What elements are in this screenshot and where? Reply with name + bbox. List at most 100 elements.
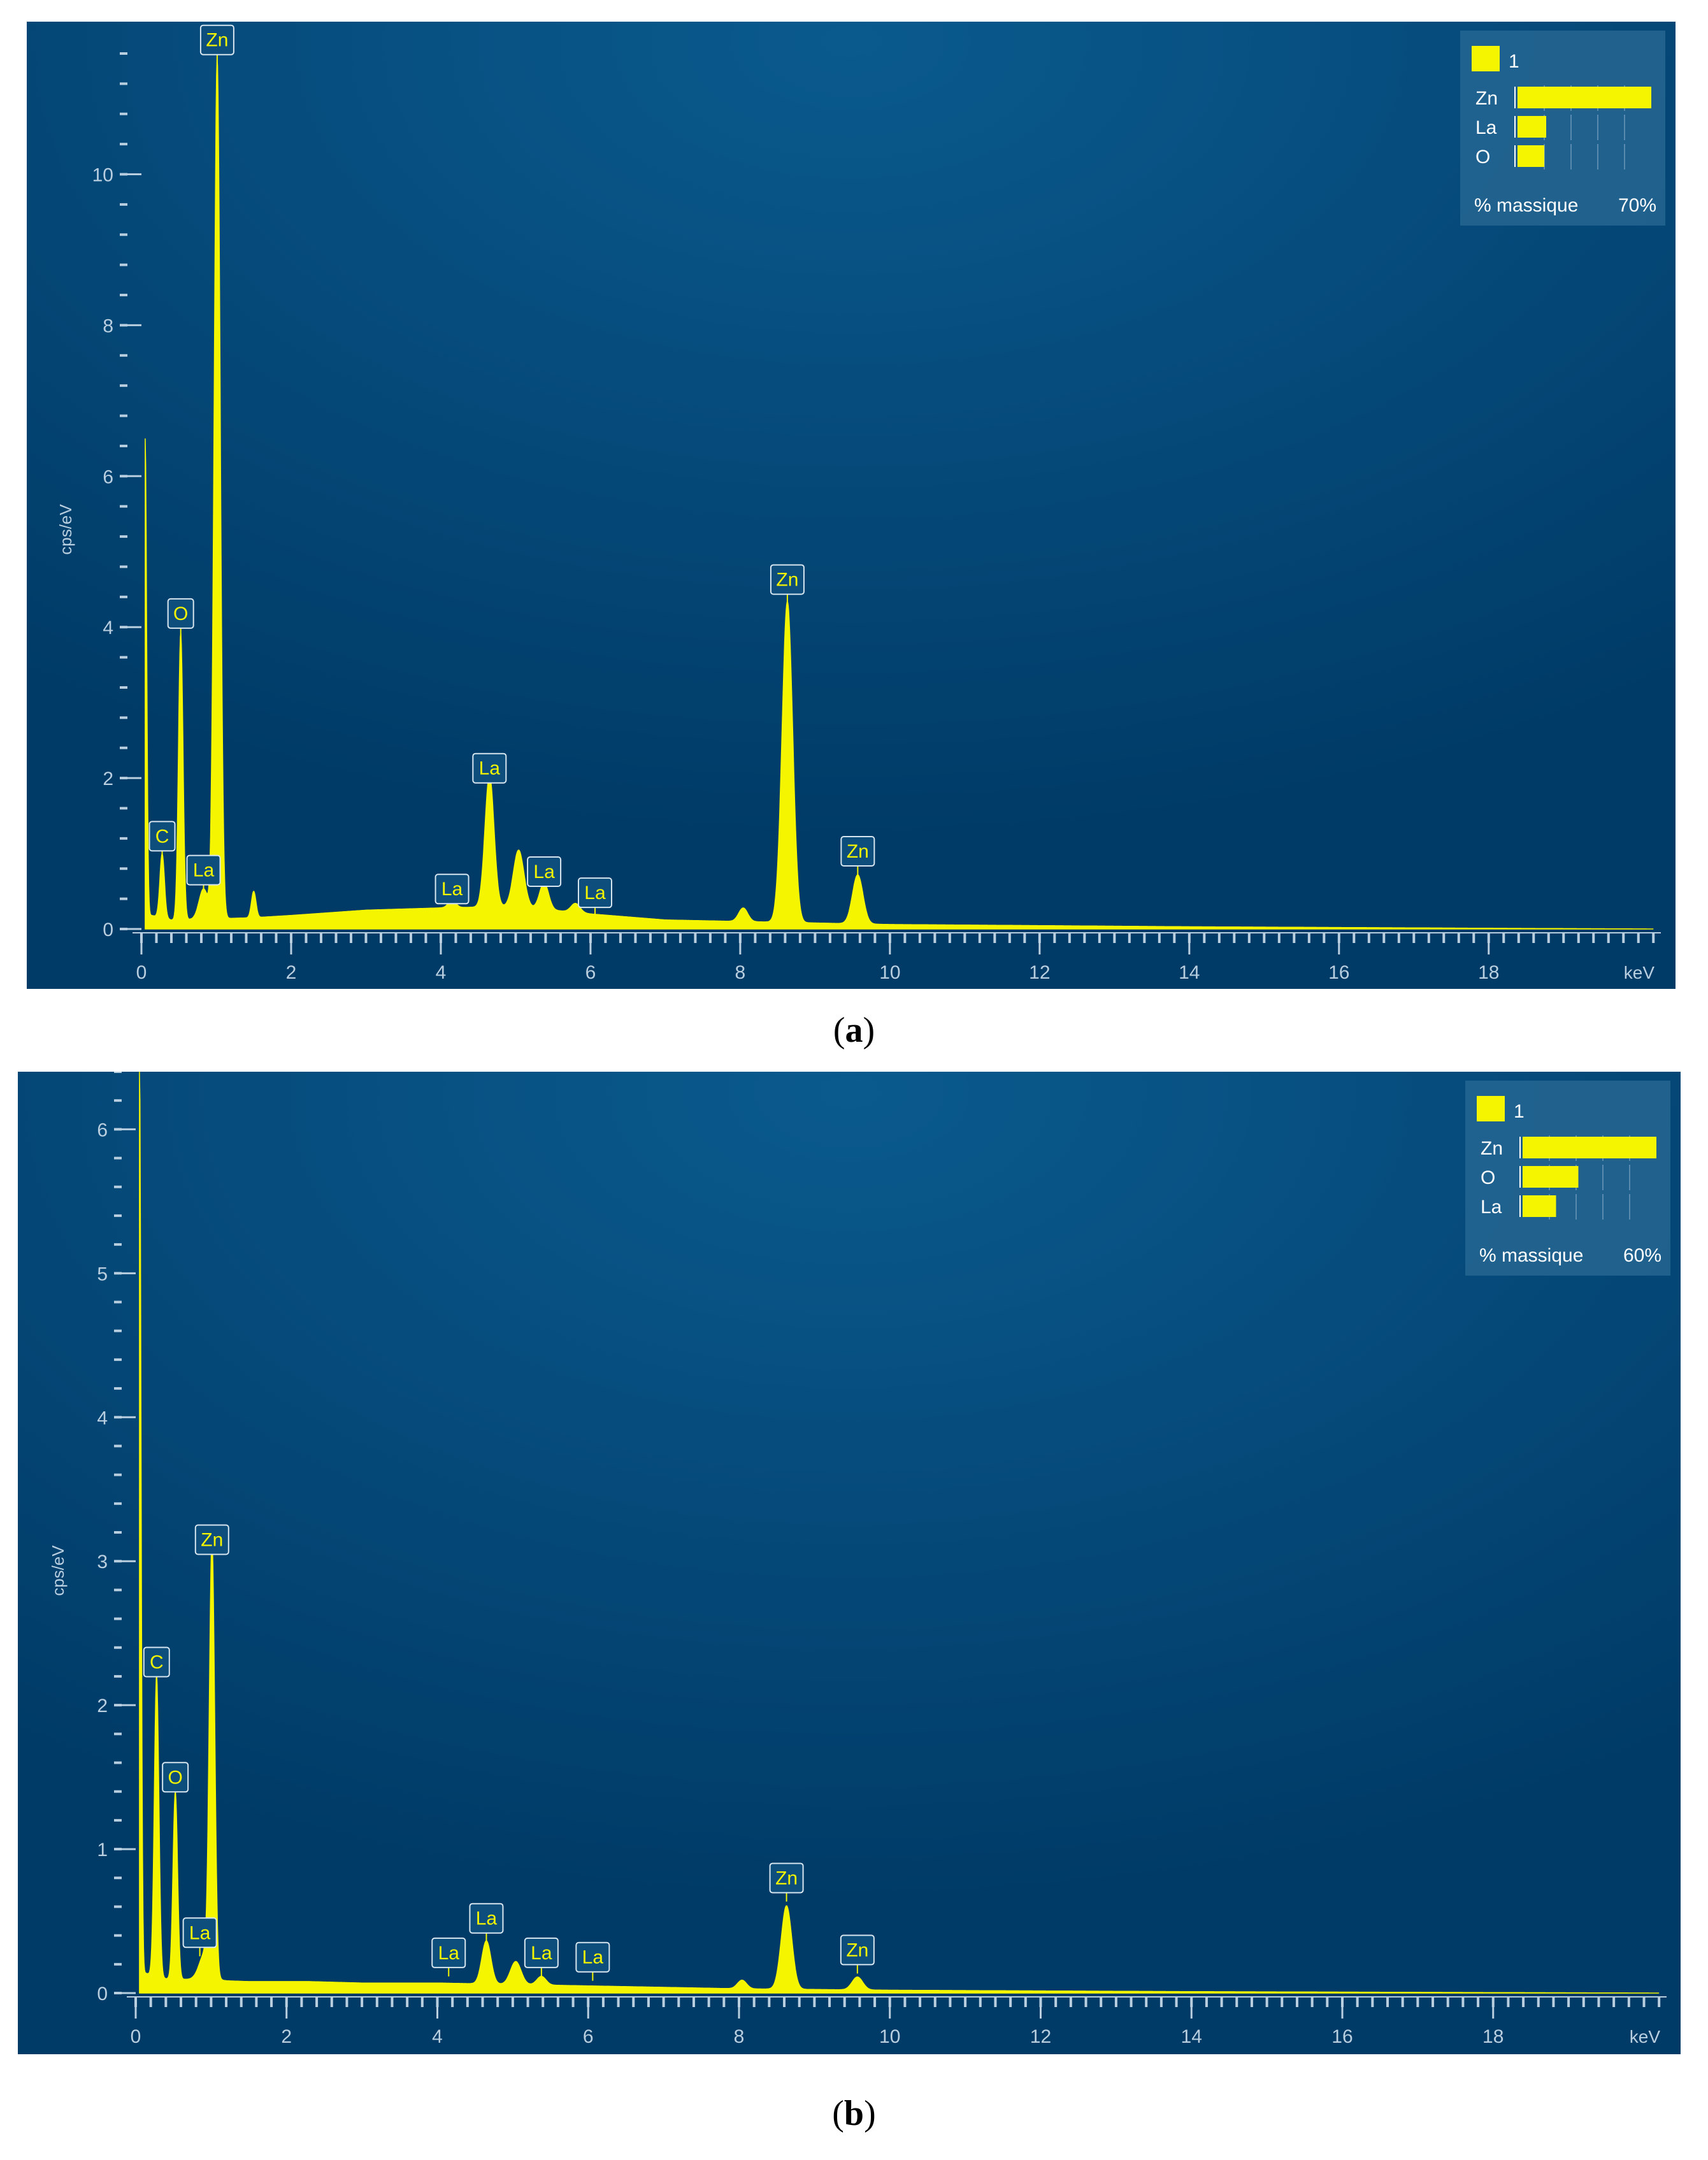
- legend-bar: [1518, 116, 1546, 138]
- peak-label: La: [527, 856, 562, 895]
- peak-label-text: Zn: [201, 1529, 223, 1550]
- x-tick-label: 16: [1328, 962, 1349, 983]
- eds-spectrum-chart-a: 0 2 4 6 8 10 12 14 16 18 keV 0 2 4 6 8 10 cps/eV Zn O C La La L…: [27, 22, 1676, 989]
- x-tick-label: 18: [1478, 962, 1499, 983]
- panel-b: 0 2 4 6 8 10 12 14 16 18 keV 0 1 2 3 4 5 6 cps/eV Zn C O La La L…: [0, 1070, 1708, 2160]
- x-tick-label: 2: [286, 962, 297, 983]
- legend-footer-label: % massique: [1474, 195, 1578, 216]
- peak-label: La: [575, 1941, 610, 1981]
- legend-footer-value: 70%: [1618, 195, 1656, 216]
- peak-label: La: [186, 854, 221, 894]
- y-tick-label: 0: [97, 1984, 108, 2005]
- peak-label-text: La: [531, 1943, 552, 1964]
- caption-letter-a: a: [845, 1011, 863, 1050]
- peak-label-box: [770, 564, 805, 595]
- peak-label: Zn: [199, 24, 234, 64]
- x-tick-label: 14: [1179, 962, 1200, 983]
- peak-label-box: [431, 1937, 466, 1968]
- x-tick-label: 0: [136, 962, 147, 983]
- legend-series-label: 1: [1509, 51, 1519, 72]
- y-tick-label: 2: [97, 1696, 108, 1717]
- y-tick-label: 5: [97, 1264, 108, 1285]
- x-axis-label: keV: [1630, 2027, 1661, 2047]
- legend-footer-label: % massique: [1479, 1245, 1583, 1266]
- peak-label-box: [167, 598, 194, 629]
- peak-label-box: [577, 877, 612, 909]
- x-tick-label: 14: [1181, 2026, 1202, 2047]
- legend-element-label: Zn: [1481, 1138, 1503, 1159]
- x-tick-label: 16: [1331, 2026, 1353, 2047]
- x-tick-label: 8: [734, 2026, 745, 2047]
- peak-label-text: Zn: [775, 1868, 798, 1889]
- y-tick-label: 4: [97, 1408, 108, 1429]
- y-tick-label: 8: [103, 315, 113, 336]
- x-tick-label: 6: [583, 2026, 594, 2047]
- y-tick-label: 6: [103, 466, 113, 487]
- x-tick-label: 18: [1482, 2026, 1503, 2047]
- peak-label-text: La: [533, 861, 555, 882]
- peak-label-text: La: [476, 1908, 498, 1929]
- legend-bar: [1523, 1195, 1556, 1217]
- legend-bar: [1523, 1137, 1656, 1158]
- peak-label-text: La: [582, 1947, 604, 1968]
- peak-label-box: [524, 1937, 559, 1968]
- peak-label: Zn: [770, 564, 805, 603]
- peak-label: Zn: [769, 1862, 804, 1902]
- peak-label: C: [148, 821, 176, 860]
- legend-bar: [1518, 87, 1651, 108]
- legend-element-label: La: [1475, 117, 1497, 138]
- peak-label-text: La: [479, 758, 501, 779]
- peak-label-box: [840, 836, 875, 867]
- peak-label-text: Zn: [776, 570, 798, 591]
- x-tick-label: 10: [879, 962, 900, 983]
- caption-b: (b): [832, 2094, 876, 2133]
- peak-label: O: [167, 598, 194, 637]
- peak-label: La: [434, 874, 470, 913]
- legend-footer-value: 60%: [1623, 1245, 1661, 1266]
- peak-label: La: [431, 1937, 466, 1976]
- peak-label-text: Zn: [846, 1940, 868, 1961]
- peak-label: La: [524, 1937, 559, 1976]
- peak-label: C: [143, 1646, 170, 1686]
- peak-label-box: [769, 1862, 804, 1894]
- x-tick-label: 12: [1029, 962, 1050, 983]
- peak-label-box: [527, 856, 562, 887]
- peak-label: Zn: [840, 836, 875, 875]
- peak-label-box: [143, 1646, 170, 1678]
- panel-a: 0 2 4 6 8 10 12 14 16 18 keV 0 2 4 6 8 10 cps/eV Zn O C La La L…: [0, 0, 1708, 1070]
- peak-label: Zn: [840, 1934, 875, 1974]
- legend-swatch: [1472, 46, 1500, 71]
- y-axis-label: cps/eV: [56, 504, 75, 555]
- peak-label-text: La: [189, 1922, 211, 1943]
- legend-bar: [1523, 1166, 1579, 1188]
- legend-element-label: Zn: [1475, 88, 1498, 109]
- y-tick-label: 10: [92, 165, 113, 186]
- legend-bar: [1518, 145, 1544, 167]
- peak-label-box: [148, 821, 176, 852]
- x-tick-label: 12: [1030, 2026, 1051, 2047]
- y-tick-label: 4: [103, 617, 113, 638]
- y-tick-label: 2: [103, 768, 113, 789]
- peak-label-box: [162, 1762, 189, 1793]
- y-tick-label: 6: [97, 1120, 108, 1141]
- caption-a: (a): [833, 1011, 875, 1050]
- peak-label: La: [182, 1917, 217, 1957]
- legend-swatch: [1477, 1096, 1505, 1121]
- plot-background: [27, 22, 1676, 989]
- legend-series-label: 1: [1514, 1101, 1525, 1122]
- x-tick-label: 8: [735, 962, 746, 983]
- x-tick-label: 2: [281, 2026, 292, 2047]
- peak-label-text: C: [150, 1652, 164, 1673]
- legend: 1 Zn La O % massique 70%: [1460, 31, 1665, 226]
- plot-background: [18, 1072, 1681, 2054]
- peak-label-box: [199, 24, 234, 55]
- spectrum-series: [139, 1072, 1660, 1994]
- peak-label-text: O: [168, 1767, 182, 1788]
- spectrum-series: [145, 58, 1654, 930]
- peak-label-box: [472, 752, 507, 784]
- x-tick-label: 4: [436, 962, 447, 983]
- peak-label-text: La: [441, 879, 463, 900]
- eds-spectrum-chart-b: 0 2 4 6 8 10 12 14 16 18 keV0123456cps/eVZnCOLaLaL…: [18, 1072, 1681, 2054]
- y-tick-label: 1: [97, 1840, 108, 1861]
- peak-label: O: [162, 1762, 189, 1801]
